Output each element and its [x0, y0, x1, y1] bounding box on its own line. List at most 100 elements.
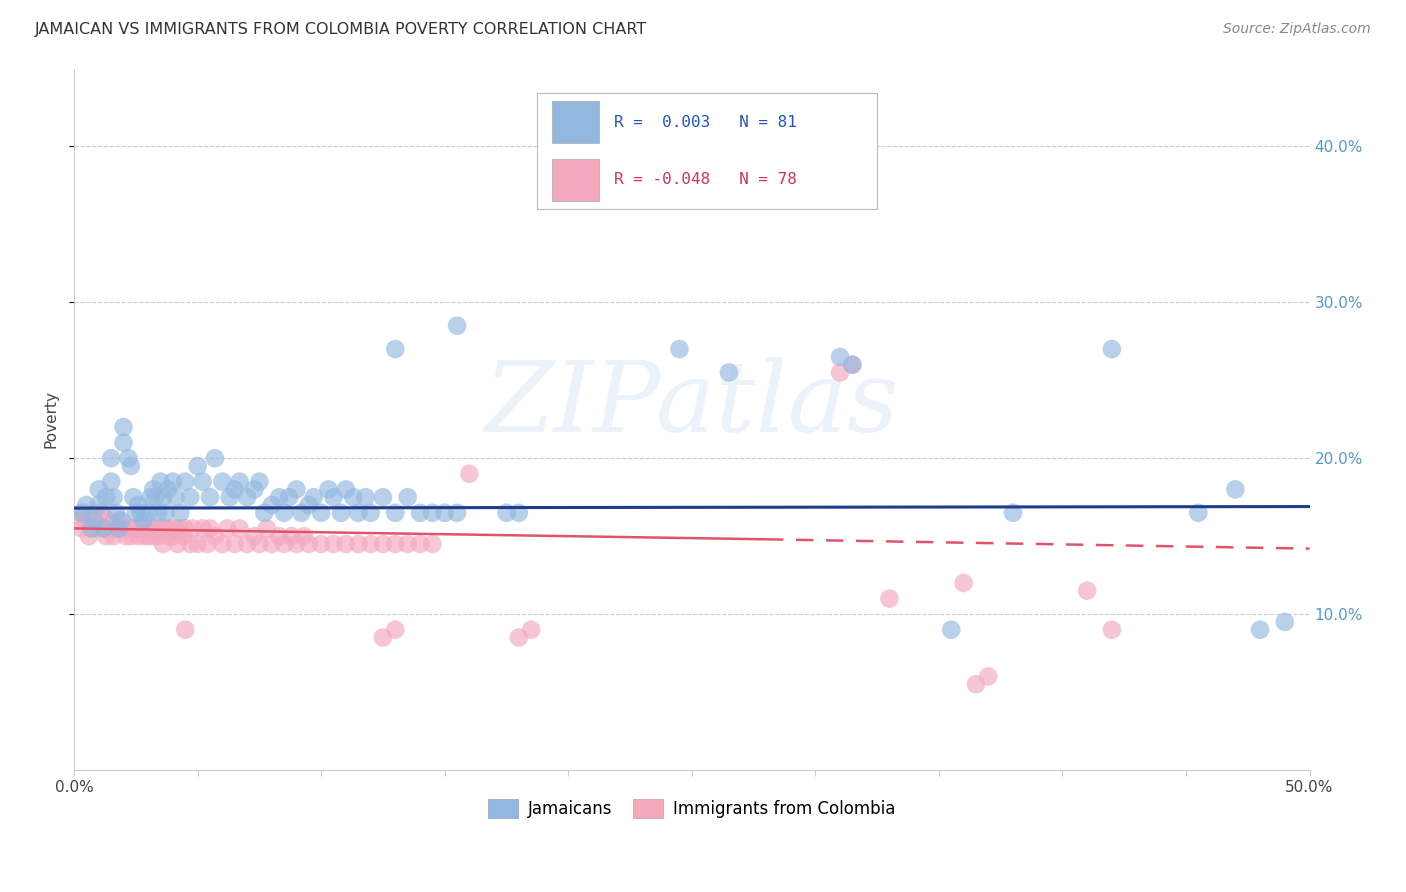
Point	[174, 623, 197, 637]
Point	[174, 475, 197, 489]
Point	[165, 490, 187, 504]
Point	[384, 537, 406, 551]
Point	[1001, 506, 1024, 520]
Point	[347, 537, 370, 551]
Point	[269, 490, 291, 504]
Point	[117, 451, 139, 466]
Point	[409, 537, 432, 551]
Point	[256, 521, 278, 535]
Point	[169, 521, 191, 535]
Point	[80, 521, 103, 535]
Point	[322, 537, 344, 551]
Point	[96, 529, 118, 543]
Point	[298, 498, 321, 512]
Point	[75, 498, 97, 512]
Point	[112, 420, 135, 434]
Point	[198, 490, 221, 504]
Point	[302, 490, 325, 504]
Point	[253, 506, 276, 520]
Point	[97, 514, 120, 528]
Point	[204, 529, 226, 543]
Point	[191, 521, 214, 535]
Point	[115, 529, 138, 543]
Point	[122, 490, 145, 504]
Point	[952, 576, 974, 591]
Point	[218, 490, 240, 504]
Point	[162, 475, 184, 489]
Point	[155, 521, 177, 535]
Point	[298, 537, 321, 551]
Y-axis label: Poverty: Poverty	[44, 391, 58, 449]
Point	[67, 514, 90, 528]
Point	[224, 537, 246, 551]
Point	[260, 498, 283, 512]
Point	[422, 537, 444, 551]
Point	[125, 506, 148, 520]
Point	[135, 521, 157, 535]
Point	[110, 514, 132, 528]
Point	[278, 490, 301, 504]
Point	[87, 483, 110, 497]
Point	[273, 506, 295, 520]
Point	[433, 506, 456, 520]
Point	[384, 342, 406, 356]
Point	[107, 521, 129, 535]
Point	[75, 514, 97, 528]
Point	[446, 506, 468, 520]
Point	[354, 490, 377, 504]
Point	[93, 521, 115, 535]
Point	[156, 483, 179, 497]
Point	[191, 475, 214, 489]
Point	[508, 506, 530, 520]
Point	[977, 669, 1000, 683]
Point	[100, 475, 122, 489]
Point	[236, 537, 259, 551]
Point	[879, 591, 901, 606]
Point	[941, 623, 963, 637]
Point	[152, 537, 174, 551]
Point	[211, 475, 233, 489]
Point	[172, 529, 194, 543]
Point	[105, 506, 128, 520]
Point	[1101, 623, 1123, 637]
Point	[458, 467, 481, 481]
Point	[156, 529, 179, 543]
Point	[446, 318, 468, 333]
Point	[292, 529, 315, 543]
Point	[187, 537, 209, 551]
Point	[384, 623, 406, 637]
Point	[371, 537, 394, 551]
Text: JAMAICAN VS IMMIGRANTS FROM COLOMBIA POVERTY CORRELATION CHART: JAMAICAN VS IMMIGRANTS FROM COLOMBIA POV…	[35, 22, 647, 37]
Point	[243, 483, 266, 497]
Point	[495, 506, 517, 520]
Point	[125, 521, 148, 535]
Point	[520, 623, 543, 637]
Point	[146, 506, 169, 520]
Point	[142, 483, 165, 497]
Point	[100, 451, 122, 466]
Point	[198, 521, 221, 535]
Point	[132, 529, 155, 543]
Point	[110, 521, 132, 535]
Point	[360, 506, 382, 520]
Point	[165, 521, 187, 535]
Point	[174, 521, 197, 535]
Point	[247, 537, 270, 551]
Point	[112, 521, 135, 535]
Point	[228, 521, 250, 535]
Point	[335, 483, 357, 497]
Point	[1187, 506, 1209, 520]
Point	[280, 529, 302, 543]
Point	[243, 529, 266, 543]
Point	[145, 490, 167, 504]
Point	[1274, 615, 1296, 629]
Point	[167, 537, 190, 551]
Point	[129, 521, 152, 535]
Point	[329, 506, 352, 520]
Point	[93, 521, 115, 535]
Point	[70, 521, 93, 535]
Point	[309, 506, 332, 520]
Point	[508, 631, 530, 645]
Point	[360, 537, 382, 551]
Point	[90, 506, 112, 520]
